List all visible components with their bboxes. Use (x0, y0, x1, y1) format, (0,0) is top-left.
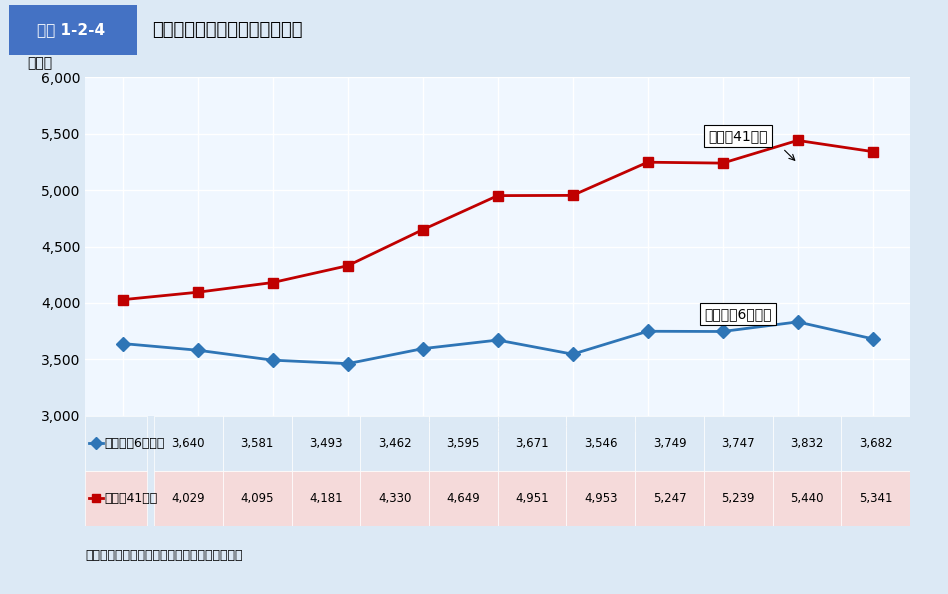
Text: 5,341: 5,341 (859, 492, 892, 505)
FancyBboxPatch shape (360, 416, 428, 470)
Text: 大都市部6都府県: 大都市部6都府県 (703, 307, 772, 321)
Text: 3,462: 3,462 (378, 437, 411, 450)
Text: 3,493: 3,493 (309, 437, 342, 450)
FancyBboxPatch shape (498, 416, 567, 470)
Text: 4,951: 4,951 (516, 492, 549, 505)
Text: 3,749: 3,749 (653, 437, 686, 450)
Text: 3,832: 3,832 (791, 437, 824, 450)
FancyBboxPatch shape (635, 470, 703, 526)
FancyBboxPatch shape (9, 5, 137, 55)
FancyBboxPatch shape (291, 416, 360, 470)
FancyBboxPatch shape (85, 470, 147, 526)
Text: 4,181: 4,181 (309, 492, 342, 505)
FancyBboxPatch shape (773, 470, 842, 526)
Text: 4,649: 4,649 (447, 492, 481, 505)
FancyBboxPatch shape (85, 416, 147, 470)
Text: 5,440: 5,440 (791, 492, 824, 505)
FancyBboxPatch shape (635, 416, 703, 470)
FancyBboxPatch shape (498, 470, 567, 526)
Text: 4,029: 4,029 (172, 492, 205, 505)
Text: 4,953: 4,953 (584, 492, 617, 505)
Text: 3,671: 3,671 (516, 437, 549, 450)
FancyBboxPatch shape (567, 470, 635, 526)
Text: 図表 1-2-4: 図表 1-2-4 (37, 22, 105, 37)
Text: 3,747: 3,747 (721, 437, 755, 450)
FancyBboxPatch shape (773, 416, 842, 470)
FancyBboxPatch shape (223, 470, 291, 526)
Text: その他41道県: その他41道県 (104, 492, 157, 505)
FancyBboxPatch shape (223, 416, 291, 470)
FancyBboxPatch shape (703, 416, 773, 470)
Text: 3,640: 3,640 (172, 437, 205, 450)
Text: 3,682: 3,682 (859, 437, 892, 450)
FancyBboxPatch shape (428, 416, 498, 470)
FancyBboxPatch shape (841, 470, 910, 526)
Text: その他41道県: その他41道県 (708, 129, 767, 143)
FancyBboxPatch shape (360, 470, 428, 526)
FancyBboxPatch shape (567, 416, 635, 470)
FancyBboxPatch shape (841, 416, 910, 470)
Text: 5,239: 5,239 (721, 492, 755, 505)
Text: 3,595: 3,595 (447, 437, 480, 450)
FancyBboxPatch shape (154, 470, 223, 526)
Text: （人）: （人） (27, 56, 53, 71)
Text: 4,330: 4,330 (378, 492, 411, 505)
Text: 資料：厚生労働省医政局医事課において作成。: 資料：厚生労働省医政局医事課において作成。 (85, 549, 243, 562)
Text: 3,581: 3,581 (241, 437, 274, 450)
FancyBboxPatch shape (703, 470, 773, 526)
FancyBboxPatch shape (9, 5, 142, 53)
Text: 4,095: 4,095 (241, 492, 274, 505)
Text: 大都市部6都府県: 大都市部6都府県 (104, 437, 165, 450)
FancyBboxPatch shape (428, 470, 498, 526)
FancyBboxPatch shape (291, 470, 360, 526)
Text: 臨床研修医の採用実績について: 臨床研修医の採用実績について (152, 21, 302, 39)
Text: 5,247: 5,247 (653, 492, 686, 505)
FancyBboxPatch shape (154, 416, 223, 470)
Text: 3,546: 3,546 (584, 437, 617, 450)
